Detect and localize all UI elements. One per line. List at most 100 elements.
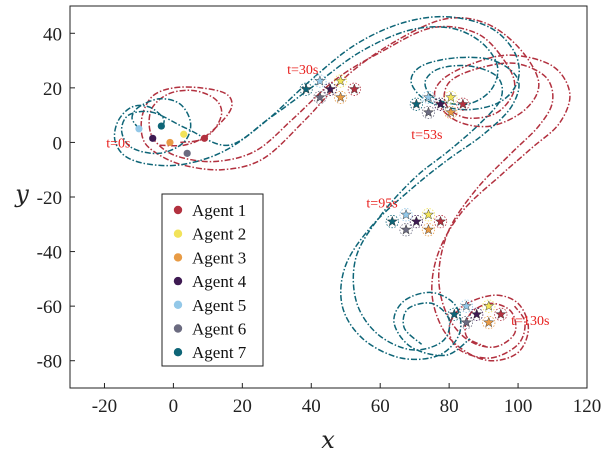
y-tick-label: 0 (53, 133, 63, 154)
safety-ring (459, 315, 473, 330)
star-marker (324, 83, 336, 94)
star-marker (448, 308, 460, 319)
teal-outer-path (113, 15, 520, 361)
start-marker (180, 130, 188, 138)
legend-marker (173, 324, 183, 333)
time-annotation: t=130s (511, 314, 549, 329)
star-marker (495, 308, 507, 319)
star-marker (314, 91, 326, 103)
star-marker (422, 106, 434, 118)
time-annotation: t=30s (287, 63, 318, 78)
safety-ring (433, 97, 448, 111)
red-inner-path (148, 25, 554, 348)
star-marker (435, 215, 447, 227)
x-tick-label: 0 (169, 396, 179, 417)
star-marker (445, 91, 457, 103)
safety-ring (447, 307, 461, 321)
y-axis-ticks: 40 20 0 -20 -40 -60 -80 (37, 24, 75, 373)
legend-label: Agent 1 (192, 201, 246, 220)
x-axis-label: x (321, 426, 335, 454)
legend-marker (173, 276, 183, 286)
star-marker (400, 208, 412, 220)
red-outer-path (140, 16, 571, 362)
trajectory-paths (113, 15, 571, 362)
star-marker (335, 91, 347, 103)
start-marker (149, 134, 157, 142)
time-annotation: t=0s (106, 136, 130, 151)
safety-ring (421, 223, 436, 237)
start-marker (135, 125, 143, 133)
y-tick-label: 40 (43, 24, 62, 45)
star-marker (445, 106, 457, 118)
y-tick-label: -60 (37, 297, 62, 318)
y-axis-label: y (14, 180, 29, 208)
agent-markers (135, 74, 508, 330)
legend-label: Agent 5 (192, 296, 246, 315)
star-marker (483, 300, 495, 311)
star-marker (400, 223, 412, 235)
legend-marker (173, 229, 183, 238)
start-marker (183, 149, 191, 157)
safety-ring (385, 214, 399, 229)
safety-ring (456, 97, 470, 111)
x-axis-ticks: -20 0 20 40 60 80 100 120 (92, 383, 601, 417)
star-marker (410, 98, 422, 109)
star-marker (471, 308, 483, 319)
safety-ring (333, 74, 348, 88)
safety-ring (444, 105, 458, 120)
y-tick-label: -20 (37, 188, 62, 209)
legend-marker (173, 300, 183, 309)
star-marker (422, 91, 434, 103)
legend-marker (173, 348, 183, 357)
safety-ring (433, 214, 448, 229)
start-marker (166, 138, 174, 147)
x-tick-label: 120 (573, 396, 602, 417)
x-tick-label: 100 (504, 396, 533, 417)
star-marker (460, 316, 472, 328)
safety-ring (459, 299, 473, 313)
x-tick-label: 40 (302, 396, 321, 417)
safety-ring (470, 307, 484, 321)
legend-marker (173, 253, 183, 262)
safety-ring (313, 74, 327, 88)
safety-ring (347, 82, 361, 96)
y-tick-label: 20 (43, 79, 62, 100)
safety-ring (421, 105, 436, 120)
legend-label: Agent 7 (192, 343, 247, 362)
safety-ring (399, 208, 413, 222)
legend-label: Agent 2 (192, 225, 246, 244)
star-marker (410, 215, 422, 227)
safety-ring (482, 315, 496, 330)
x-tick-label: 20 (233, 396, 252, 417)
y-tick-label: -40 (37, 243, 62, 264)
star-marker (422, 208, 434, 220)
x-tick-label: 60 (371, 396, 390, 417)
time-annotation: t=95s (366, 196, 397, 211)
legend-label: Agent 3 (192, 248, 246, 267)
safety-ring (421, 90, 436, 105)
start-marker (157, 122, 165, 130)
legend-label: Agent 6 (192, 320, 246, 339)
star-marker (386, 215, 398, 227)
star-marker (300, 83, 312, 94)
start-marker (200, 134, 209, 142)
time-annotation: t=53s (411, 128, 442, 143)
legend-label: Agent 4 (192, 272, 247, 291)
safety-ring (494, 307, 508, 321)
legend-marker (173, 205, 183, 215)
teal-inner-path (120, 26, 504, 351)
x-tick-label: 80 (440, 396, 459, 417)
star-marker (422, 223, 434, 235)
safety-ring (399, 223, 413, 237)
safety-ring (299, 82, 313, 96)
star-marker (483, 316, 495, 328)
y-tick-label: -80 (37, 352, 62, 373)
star-marker (435, 98, 447, 109)
star-marker (314, 75, 326, 86)
star-marker (457, 98, 469, 109)
plot-area (69, 5, 588, 389)
safety-ring (482, 299, 496, 313)
legend: Agent 1 Agent 2 Agent 3 Agent 4 Agent 5 Agent… (161, 193, 264, 367)
safety-ring (313, 90, 327, 105)
